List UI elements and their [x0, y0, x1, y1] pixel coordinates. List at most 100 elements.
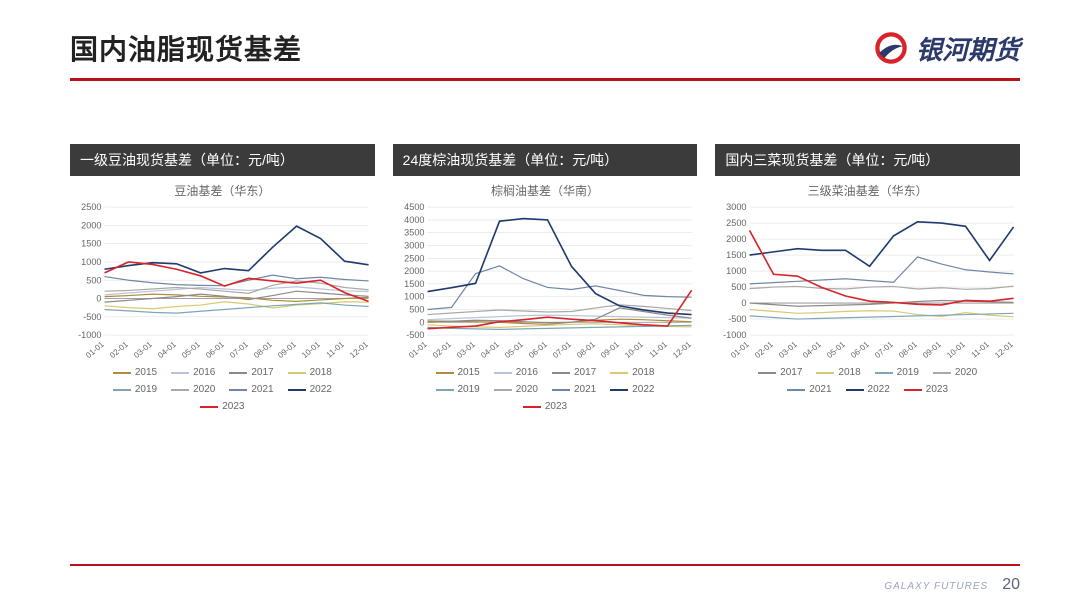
- chart-legend: 201520162017201820192020202120222023: [85, 367, 359, 412]
- svg-text:07-01: 07-01: [551, 340, 573, 361]
- svg-text:1500: 1500: [404, 279, 424, 289]
- line-chart: -500050010001500200025003000350040004500…: [393, 201, 698, 363]
- svg-text:06-01: 06-01: [204, 340, 226, 361]
- page-number: 20: [1002, 576, 1020, 594]
- svg-text:04-01: 04-01: [156, 340, 178, 361]
- svg-text:02-01: 02-01: [431, 340, 453, 361]
- svg-text:-500: -500: [729, 314, 747, 324]
- legend-item-2020: 2020: [171, 384, 215, 395]
- panel-subtitle: 豆油基差（华东）: [174, 182, 270, 199]
- panel-subtitle: 棕榈油基差（华南）: [491, 182, 599, 199]
- svg-text:1000: 1000: [404, 292, 424, 302]
- svg-text:11-01: 11-01: [325, 340, 347, 360]
- series-2019: [750, 313, 1014, 319]
- legend-item-2023: 2023: [904, 384, 948, 395]
- svg-text:1000: 1000: [81, 257, 101, 267]
- chart-panel-palm: 24度棕油现货基差（单位：元/吨）棕榈油基差（华南）-5000500100015…: [393, 144, 698, 412]
- legend-item-2022: 2022: [610, 384, 654, 395]
- svg-text:500: 500: [86, 275, 101, 285]
- svg-text:10-01: 10-01: [623, 340, 645, 361]
- svg-text:3000: 3000: [727, 202, 747, 212]
- series-2021: [750, 257, 1014, 284]
- svg-text:500: 500: [409, 305, 424, 315]
- legend-item-2018: 2018: [610, 367, 654, 378]
- line-chart: -1000-50005001000150020002500300001-0102…: [715, 201, 1020, 363]
- legend-item-2017: 2017: [758, 367, 802, 378]
- series-2023: [750, 230, 1014, 305]
- chart-legend: 201520162017201820192020202120222023: [408, 367, 682, 412]
- svg-text:2500: 2500: [727, 218, 747, 228]
- legend-item-2023: 2023: [200, 401, 244, 412]
- line-chart: -1000-5000500100015002000250001-0102-010…: [70, 201, 375, 363]
- svg-text:2000: 2000: [727, 234, 747, 244]
- footer-divider: [70, 564, 1020, 566]
- svg-text:1000: 1000: [727, 266, 747, 276]
- svg-text:2000: 2000: [404, 266, 424, 276]
- svg-text:06-01: 06-01: [850, 340, 872, 361]
- series-2020: [750, 286, 1014, 289]
- svg-text:08-01: 08-01: [575, 340, 597, 361]
- legend-item-2016: 2016: [171, 367, 215, 378]
- svg-text:11-01: 11-01: [970, 340, 992, 360]
- legend-item-2019: 2019: [875, 367, 919, 378]
- svg-text:05-01: 05-01: [180, 340, 202, 361]
- chart-legend: 2017201820192020202120222023: [731, 367, 1005, 395]
- series-2022: [750, 222, 1014, 266]
- legend-item-2021: 2021: [229, 384, 273, 395]
- legend-item-2019: 2019: [436, 384, 480, 395]
- svg-text:-1000: -1000: [78, 330, 101, 340]
- legend-item-2020: 2020: [494, 384, 538, 395]
- svg-text:2500: 2500: [404, 253, 424, 263]
- chart-panel-rape: 国内三菜现货基差（单位：元/吨） 三级菜油基差（华东） -1000 -500 0 500 1…: [715, 144, 1020, 412]
- series-2018: [105, 302, 369, 309]
- svg-text:09-01: 09-01: [922, 340, 944, 361]
- panel-title: 国内三菜现货基差（单位：元/吨）: [715, 144, 1020, 176]
- svg-text:04-01: 04-01: [479, 340, 501, 361]
- svg-text:03-01: 03-01: [132, 340, 154, 361]
- series-2021: [427, 266, 691, 310]
- svg-text:3500: 3500: [404, 228, 424, 238]
- svg-text:11-01: 11-01: [647, 340, 669, 360]
- legend-item-2022: 2022: [846, 384, 890, 395]
- svg-text:1500: 1500: [81, 239, 101, 249]
- svg-text:-500: -500: [406, 330, 424, 340]
- svg-text:06-01: 06-01: [527, 340, 549, 361]
- panel-title: 24度棕油现货基差（单位：元/吨）: [393, 144, 698, 176]
- series-2018: [750, 309, 1014, 316]
- svg-text:07-01: 07-01: [228, 340, 250, 361]
- svg-text:-500: -500: [83, 312, 101, 322]
- panel-subtitle: 三级菜油基差（华东）: [808, 182, 928, 199]
- svg-text:01-01: 01-01: [407, 340, 429, 361]
- svg-text:03-01: 03-01: [777, 340, 799, 361]
- svg-text:04-01: 04-01: [801, 340, 823, 361]
- legend-item-2017: 2017: [552, 367, 596, 378]
- svg-text:500: 500: [732, 282, 747, 292]
- legend-item-2017: 2017: [229, 367, 273, 378]
- legend-item-2021: 2021: [787, 384, 831, 395]
- svg-text:10-01: 10-01: [300, 340, 322, 361]
- brand-name: 银河期货: [916, 30, 1020, 67]
- legend-item-2018: 2018: [288, 367, 332, 378]
- svg-text:07-01: 07-01: [874, 340, 896, 361]
- footer-brand: GALAXY FUTURES: [884, 581, 988, 592]
- legend-item-2022: 2022: [288, 384, 332, 395]
- svg-text:09-01: 09-01: [276, 340, 298, 361]
- series-2022: [105, 226, 369, 273]
- svg-text:12-01: 12-01: [348, 340, 370, 361]
- page-title: 国内油脂现货基差: [70, 28, 302, 68]
- svg-text:12-01: 12-01: [671, 340, 693, 361]
- brand-logo: 银河期货: [874, 30, 1020, 67]
- svg-text:4500: 4500: [404, 202, 424, 212]
- legend-item-2016: 2016: [494, 367, 538, 378]
- svg-text:0: 0: [96, 294, 101, 304]
- galaxy-logo-icon: [874, 31, 908, 65]
- svg-text:01-01: 01-01: [84, 340, 106, 361]
- svg-text:-1000: -1000: [723, 330, 746, 340]
- svg-text:4000: 4000: [404, 215, 424, 225]
- svg-text:2500: 2500: [81, 202, 101, 212]
- svg-text:0: 0: [742, 298, 747, 308]
- legend-item-2015: 2015: [436, 367, 480, 378]
- panel-title: 一级豆油现货基差（单位：元/吨）: [70, 144, 375, 176]
- legend-item-2020: 2020: [933, 367, 977, 378]
- legend-item-2019: 2019: [113, 384, 157, 395]
